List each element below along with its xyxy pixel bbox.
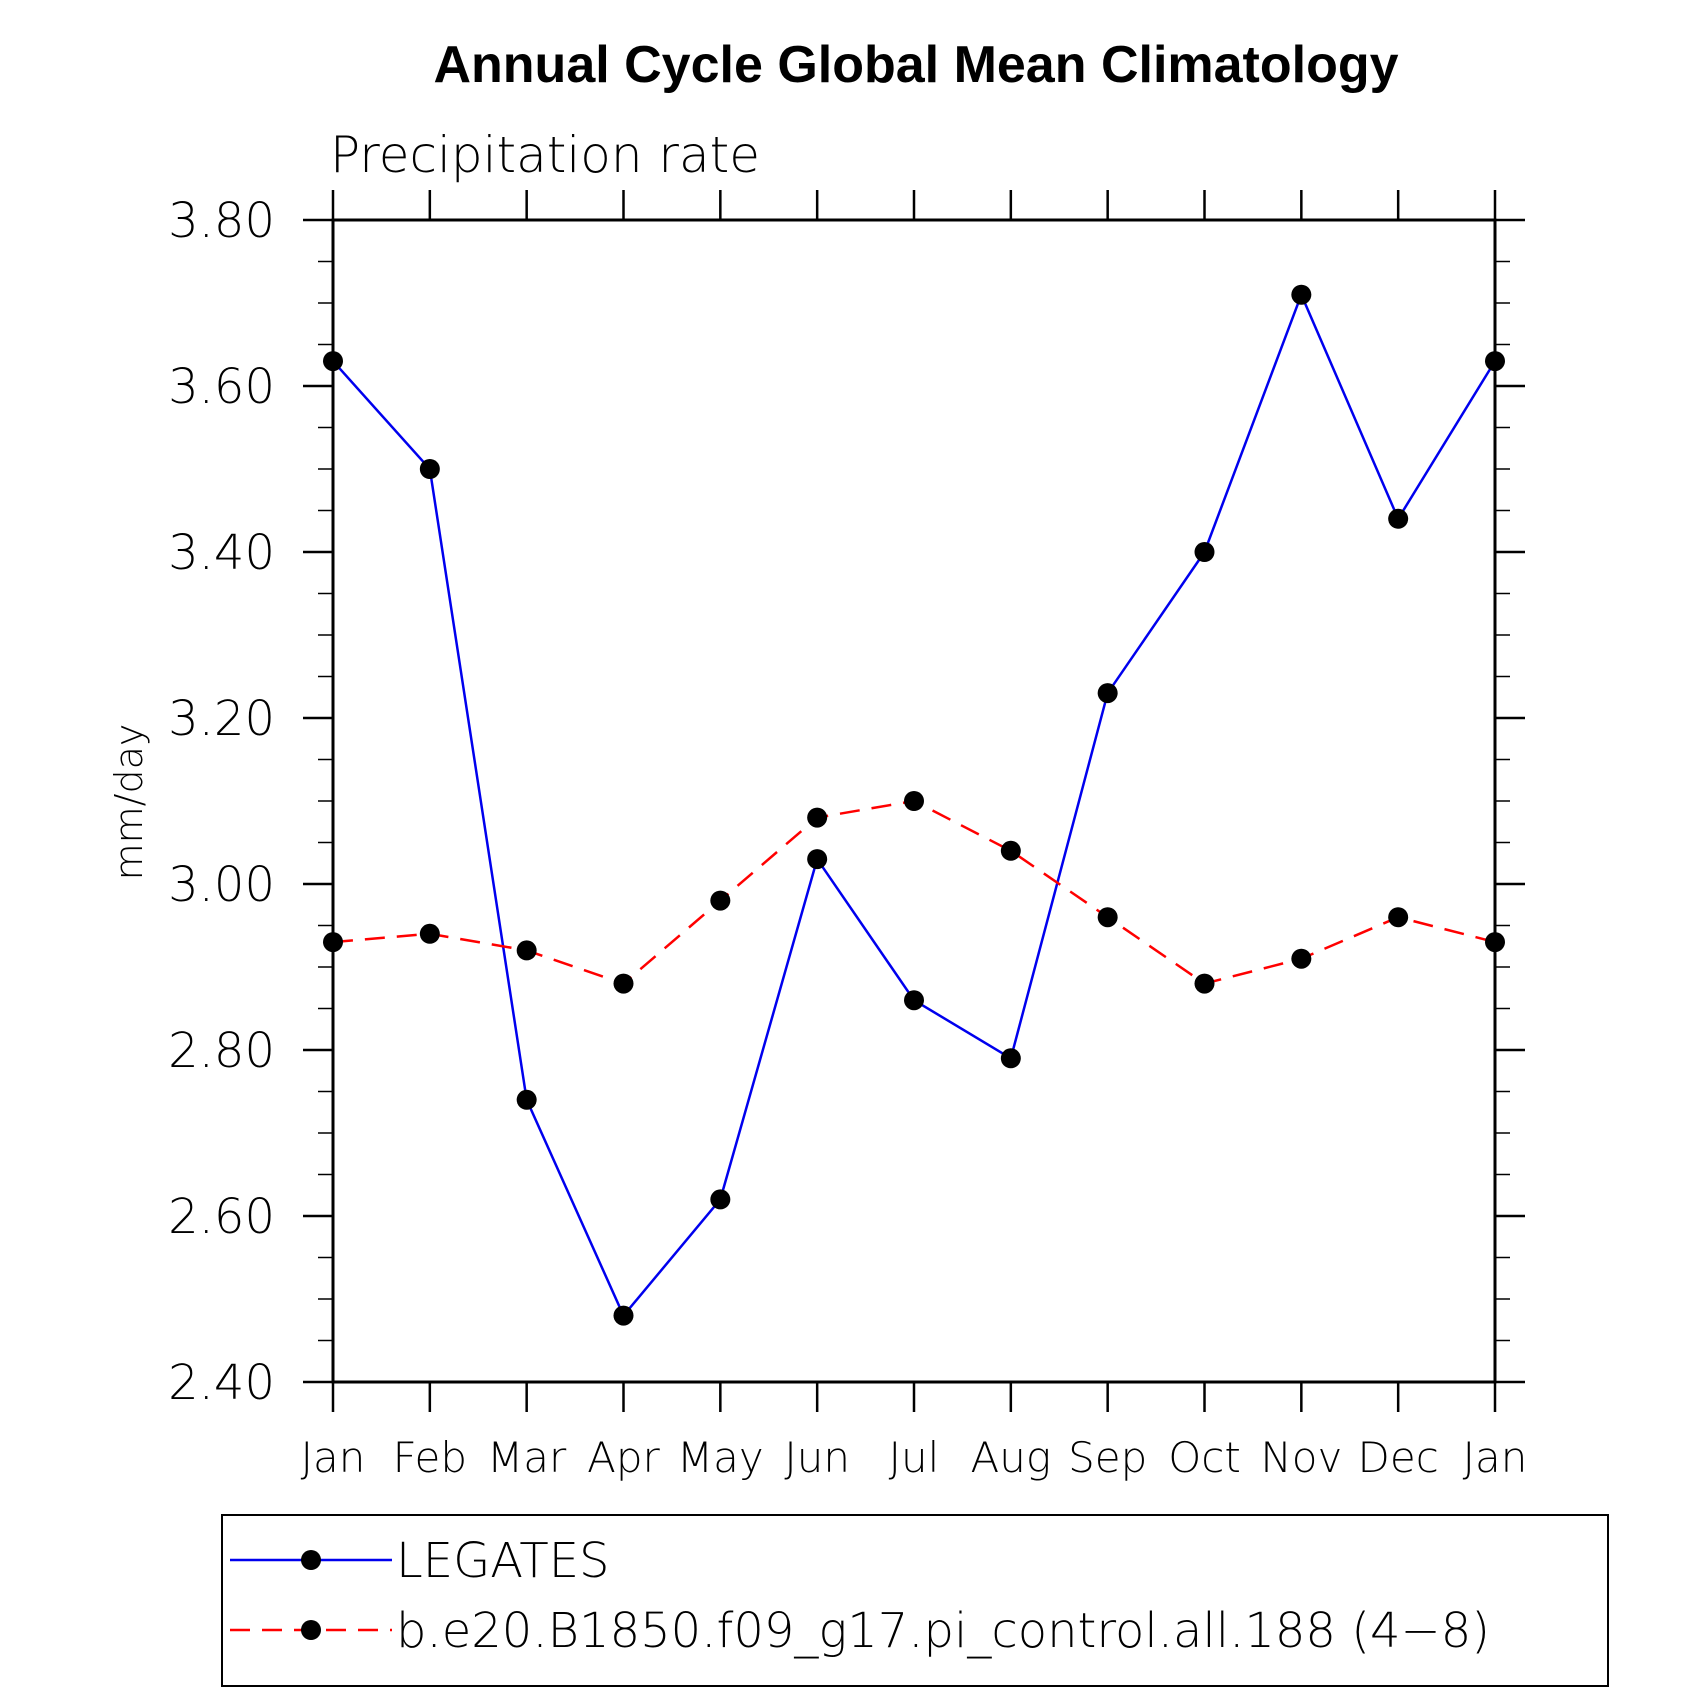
- x-tick-label: Jan: [301, 1433, 366, 1482]
- x-tick-label: Nov: [1260, 1433, 1342, 1482]
- y-axis-label: mm/day: [107, 724, 151, 881]
- data-point: [1291, 948, 1312, 969]
- data-point: [613, 1305, 634, 1326]
- data-point: [1194, 542, 1215, 562]
- data-point: [1388, 508, 1409, 529]
- data-point: [1000, 1048, 1021, 1069]
- data-point: [904, 990, 924, 1011]
- data-point: [710, 1189, 731, 1210]
- legend-marker-legates: [301, 1550, 321, 1570]
- data-point: [1291, 284, 1312, 305]
- data-point: [516, 940, 537, 961]
- x-tick-label: Feb: [393, 1433, 467, 1482]
- x-axis-ticks: [331, 190, 1497, 1412]
- plot-frame: [331, 218, 1497, 1384]
- data-point: [807, 849, 828, 870]
- y-tick-label: 3.60: [168, 359, 275, 415]
- data-point: [904, 791, 924, 811]
- y-tick-label: 2.40: [168, 1355, 275, 1411]
- y-tick-label: 3.40: [168, 525, 275, 581]
- data-point: [1097, 907, 1118, 928]
- x-tick-label: Jan: [1463, 1433, 1528, 1482]
- x-tick-label: Jul: [889, 1433, 940, 1482]
- x-tick-label: Sep: [1068, 1433, 1147, 1482]
- y-tick-label: 3.80: [168, 193, 275, 249]
- data-point: [710, 890, 731, 911]
- data-point: [1388, 907, 1409, 928]
- x-tick-label: Mar: [487, 1433, 567, 1482]
- series-line: [332, 799, 1496, 986]
- legend-label-model: b.e20.B1850.f09_g17.pi_control.all.188 (…: [396, 1603, 1490, 1659]
- series-layer: [323, 284, 1505, 1326]
- data-point: [1000, 840, 1021, 861]
- chart-title: Annual Cycle Global Mean Climatology: [433, 36, 1398, 94]
- y-tick-label: 3.20: [168, 691, 275, 747]
- legend: LEGATES b.e20.B1850.f09_g17.pi_control.a…: [221, 1514, 1609, 1687]
- x-tick-label: Aug: [971, 1433, 1052, 1482]
- chart-subtitle: Precipitation rate: [330, 126, 760, 184]
- x-tick-label: May: [677, 1433, 764, 1482]
- data-point: [1194, 973, 1215, 994]
- y-tick-label: 2.80: [168, 1023, 275, 1079]
- y-tick-label: 2.60: [168, 1189, 275, 1245]
- data-point: [613, 973, 634, 994]
- data-point: [419, 923, 440, 944]
- legend-box: [221, 1514, 1609, 1687]
- data-point: [807, 807, 828, 828]
- x-tick-label: Jun: [784, 1433, 850, 1482]
- x-tick-label: Oct: [1168, 1433, 1241, 1482]
- y-tick-label: 3.00: [168, 857, 275, 913]
- x-tick-label: Dec: [1358, 1433, 1439, 1482]
- y-axis-ticks: [303, 218, 1525, 1384]
- data-point: [516, 1089, 537, 1110]
- data-point: [419, 459, 440, 479]
- x-axis-tick-labels: Jan Feb Mar Apr May Jun Jul Aug Sep Oct Nov Dec Jan: [301, 1433, 1528, 1482]
- data-point: [1097, 683, 1118, 704]
- x-tick-label: Apr: [587, 1433, 660, 1482]
- legend-label-legates: LEGATES: [396, 1533, 610, 1589]
- legend-marker-model: [301, 1620, 321, 1640]
- y-axis-tick-labels: 2.40 2.60 2.80 3.00 3.20 3.40 3.60 3.80: [168, 193, 275, 1411]
